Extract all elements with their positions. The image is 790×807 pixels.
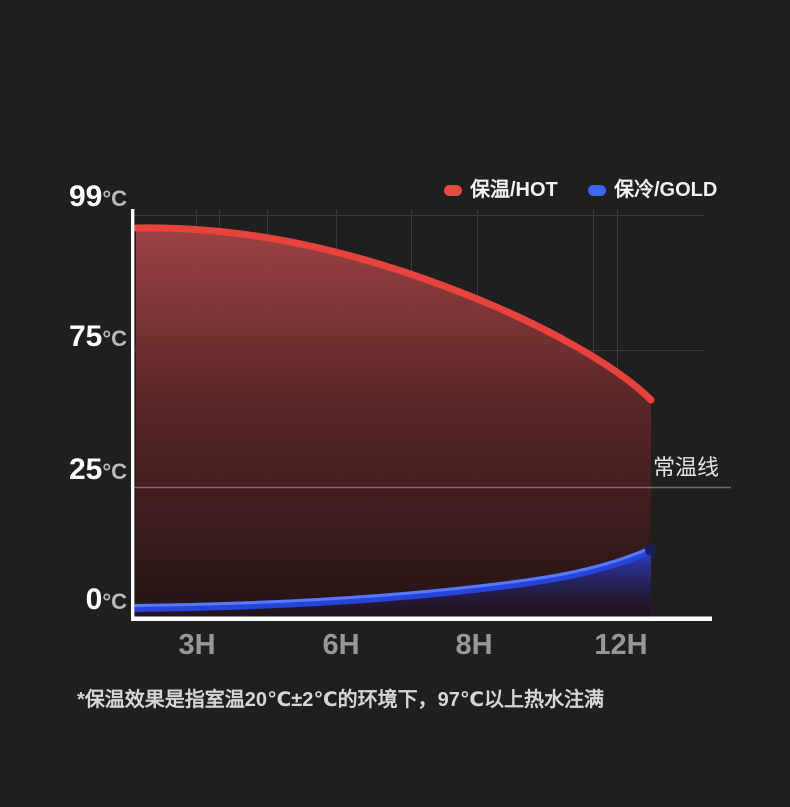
cold-curve-highlight (134, 546, 653, 607)
cold-area-fill (136, 553, 651, 619)
y-tick-unit: °C (102, 186, 127, 211)
legend-label-cold: 保冷/GOLD (614, 179, 718, 201)
y-tick-value: 75 (68, 320, 103, 353)
y-tick-value: 99 (68, 180, 103, 213)
cold-curve-endpoint-dot (645, 544, 656, 556)
cold-series-swatch-icon (588, 184, 606, 196)
y-tick-value: 25 (68, 453, 103, 486)
room-temp-line-label: 常温线 (653, 455, 720, 480)
footnote-text: *保温效果是指室温20℃±2℃的环境下，97℃以上热水注满 (77, 689, 605, 711)
y-tick-unit: °C (102, 589, 127, 614)
y-tick-unit: °C (102, 326, 127, 351)
x-tick-label: 6H (322, 629, 360, 661)
x-tick-label: 3H (178, 629, 216, 661)
cold-curve-line (132, 546, 655, 612)
hot-area-fill (136, 228, 651, 619)
hot-series-swatch-icon (444, 184, 462, 196)
legend-item-cold: 保冷/GOLD (588, 179, 717, 201)
legend-item-hot: 保温/HOT (444, 179, 558, 201)
legend-label-hot: 保温/HOT (470, 179, 558, 201)
y-tick-label: 99°C (69, 181, 127, 215)
y-tick-label: 0°C (86, 584, 127, 618)
y-tick-label: 75°C (69, 321, 127, 355)
y-tick-value: 0 (85, 583, 103, 616)
hot-curve-line (132, 224, 655, 404)
x-axis-line (131, 616, 712, 621)
x-tick-label: 8H (455, 629, 493, 661)
y-tick-label: 25°C (69, 454, 127, 488)
y-axis-line (131, 209, 135, 621)
x-tick-label: 12H (594, 629, 648, 661)
y-tick-unit: °C (102, 459, 127, 484)
